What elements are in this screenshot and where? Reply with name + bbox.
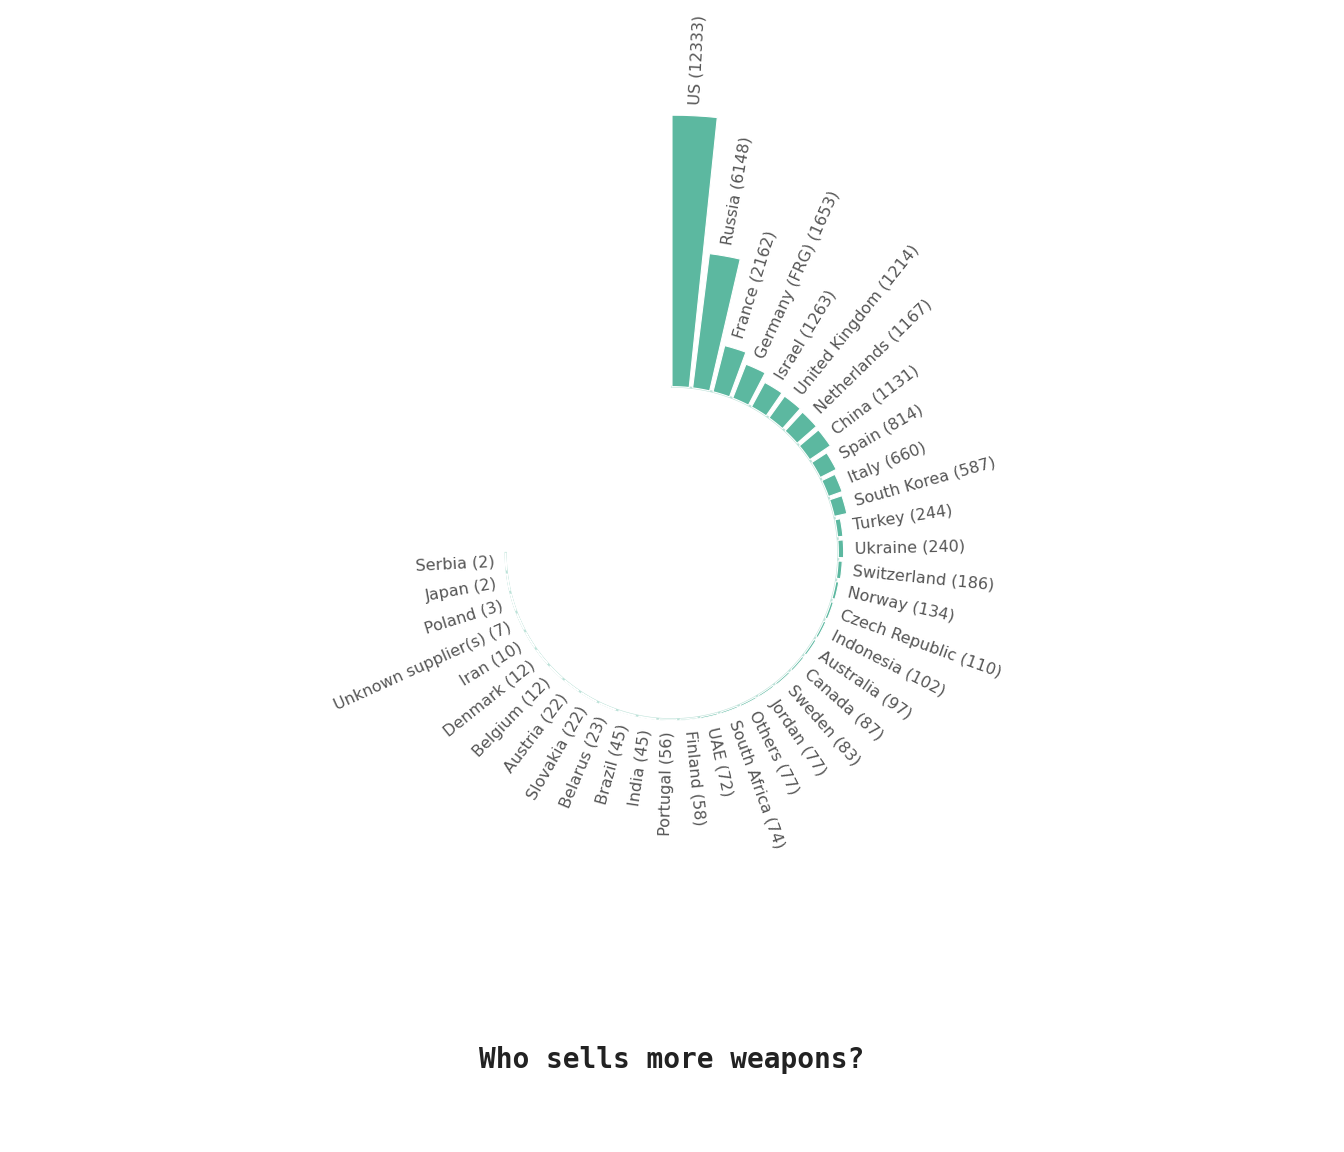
Text: Switzerland (186): Switzerland (186) [852,563,995,593]
Text: Poland (3): Poland (3) [423,598,505,637]
Wedge shape [638,717,656,720]
Wedge shape [692,253,741,391]
Text: France (2162): France (2162) [731,229,780,341]
Text: Turkey (244): Turkey (244) [852,503,953,533]
Text: Jordan (77): Jordan (77) [766,697,829,779]
Wedge shape [816,621,825,637]
Wedge shape [680,718,698,720]
Wedge shape [829,495,847,516]
Wedge shape [700,713,718,719]
Text: Netherlands (1167): Netherlands (1167) [812,297,935,417]
Wedge shape [507,574,509,591]
Text: Canada (87): Canada (87) [801,666,886,743]
Wedge shape [758,685,774,697]
Text: US (12333): US (12333) [688,15,707,105]
Text: Japan (2): Japan (2) [425,577,499,604]
Text: Others (77): Others (77) [747,708,802,797]
Text: Serbia (2): Serbia (2) [415,554,496,574]
Wedge shape [821,475,843,497]
Text: United Kingdom (1214): United Kingdom (1214) [793,243,922,399]
Text: Belgium (12): Belgium (12) [470,675,554,760]
Wedge shape [785,412,816,444]
Text: Ukraine (240): Ukraine (240) [855,538,965,556]
Wedge shape [599,703,616,710]
Text: Russia (6148): Russia (6148) [719,136,754,247]
Wedge shape [812,453,836,478]
Text: Sweden (83): Sweden (83) [785,682,863,768]
Wedge shape [751,382,782,416]
Text: Israel (1263): Israel (1263) [773,287,839,382]
Wedge shape [714,346,746,396]
Wedge shape [741,697,757,706]
Wedge shape [800,430,831,460]
Text: South Korea (587): South Korea (587) [853,455,997,509]
Text: Germany (FRG) (1653): Germany (FRG) (1653) [754,189,843,362]
Text: Brazil (45): Brazil (45) [594,722,632,806]
Wedge shape [511,594,516,611]
Wedge shape [582,692,597,702]
Wedge shape [825,601,833,619]
Wedge shape [618,711,636,717]
Wedge shape [517,614,524,629]
Text: Who sells more weapons?: Who sells more weapons? [480,1046,864,1074]
Text: Austria (22): Austria (22) [501,690,571,775]
Text: Spain (814): Spain (814) [837,402,926,462]
Text: Unknown supplier(s) (7): Unknown supplier(s) (7) [332,620,513,713]
Wedge shape [536,650,547,664]
Wedge shape [660,719,676,720]
Text: Portugal (56): Portugal (56) [657,732,675,836]
Wedge shape [775,672,790,684]
Text: Iran (10): Iran (10) [457,639,524,689]
Wedge shape [769,396,800,429]
Wedge shape [526,632,535,647]
Text: Finland (58): Finland (58) [683,730,707,827]
Wedge shape [837,540,844,558]
Text: Slovakia (22): Slovakia (22) [524,703,590,802]
Wedge shape [805,639,816,655]
Wedge shape [720,706,738,713]
Text: Norway (134): Norway (134) [845,586,956,624]
Wedge shape [835,518,843,537]
Text: Czech Republic (110): Czech Republic (110) [839,607,1004,680]
Text: UAE (72): UAE (72) [704,726,735,798]
Wedge shape [790,657,804,670]
Wedge shape [672,115,718,387]
Text: Australia (97): Australia (97) [816,647,915,722]
Wedge shape [832,582,839,599]
Text: Indonesia (102): Indonesia (102) [828,628,948,699]
Text: Belarus (23): Belarus (23) [558,714,610,810]
Wedge shape [550,666,562,679]
Wedge shape [836,561,843,578]
Text: China (1131): China (1131) [829,362,921,437]
Text: South Africa (74): South Africa (74) [726,719,786,851]
Wedge shape [564,681,579,691]
Text: India (45): India (45) [626,728,653,808]
Text: Italy (660): Italy (660) [845,440,929,485]
Text: Denmark (12): Denmark (12) [441,658,538,740]
Wedge shape [732,364,765,406]
